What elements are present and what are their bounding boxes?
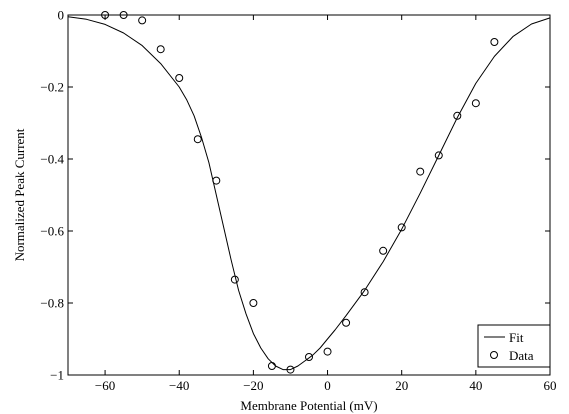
y-tick-label: −0.6 [40, 224, 64, 239]
data-point [397, 223, 406, 232]
x-tick-label: −40 [169, 378, 189, 393]
data-point [138, 16, 147, 25]
y-axis-title: Normalized Peak Current [12, 128, 27, 261]
y-tick-label: −0.8 [40, 296, 64, 311]
data-point [212, 176, 221, 185]
legend-box [477, 324, 551, 368]
x-tick-label: −60 [95, 378, 115, 393]
x-tick-label: 40 [469, 378, 482, 393]
data-point [453, 111, 462, 120]
data-point [101, 11, 110, 19]
x-tick-label: −20 [243, 378, 263, 393]
data-point [471, 99, 480, 108]
y-tick-label: −0.4 [40, 152, 64, 167]
x-tick-label: 0 [324, 378, 331, 393]
x-axis-title: Membrane Potential (mV) [240, 398, 377, 413]
ticks-group: −60 −40 −20 0 20 40 60 0 −0.2 −0.4 −0.6 −0.8 −1 [40, 8, 556, 394]
legend-data-circle-icon [490, 351, 498, 359]
data-point [119, 11, 128, 19]
data-point [193, 135, 202, 144]
plot-frame-group [67, 14, 551, 376]
data-point [416, 167, 425, 176]
legend: Fit Data [477, 324, 551, 368]
legend-data-label: Data [509, 348, 534, 363]
data-point [230, 275, 239, 284]
data-point [379, 246, 388, 255]
x-tick-label: 60 [544, 378, 557, 393]
legend-fit-label: Fit [509, 330, 524, 345]
x-tick-label: 20 [395, 378, 408, 393]
data-point [156, 45, 165, 54]
y-tick-label: 0 [58, 8, 65, 23]
data-point [490, 38, 499, 46]
data-point [267, 362, 276, 370]
fit-series-group [67, 16, 551, 371]
data-point [249, 299, 258, 307]
data-point [286, 365, 295, 374]
y-tick-label: −1 [50, 368, 64, 383]
y-tick-label: −0.2 [40, 80, 64, 95]
data-point [305, 353, 313, 361]
data-point [360, 288, 369, 297]
data-series-group [101, 11, 499, 374]
data-point [342, 318, 351, 327]
plot-area-frame [67, 14, 551, 376]
data-point [323, 347, 332, 356]
fit-curve-line [67, 16, 551, 371]
data-point [434, 151, 443, 160]
data-point [175, 74, 184, 82]
